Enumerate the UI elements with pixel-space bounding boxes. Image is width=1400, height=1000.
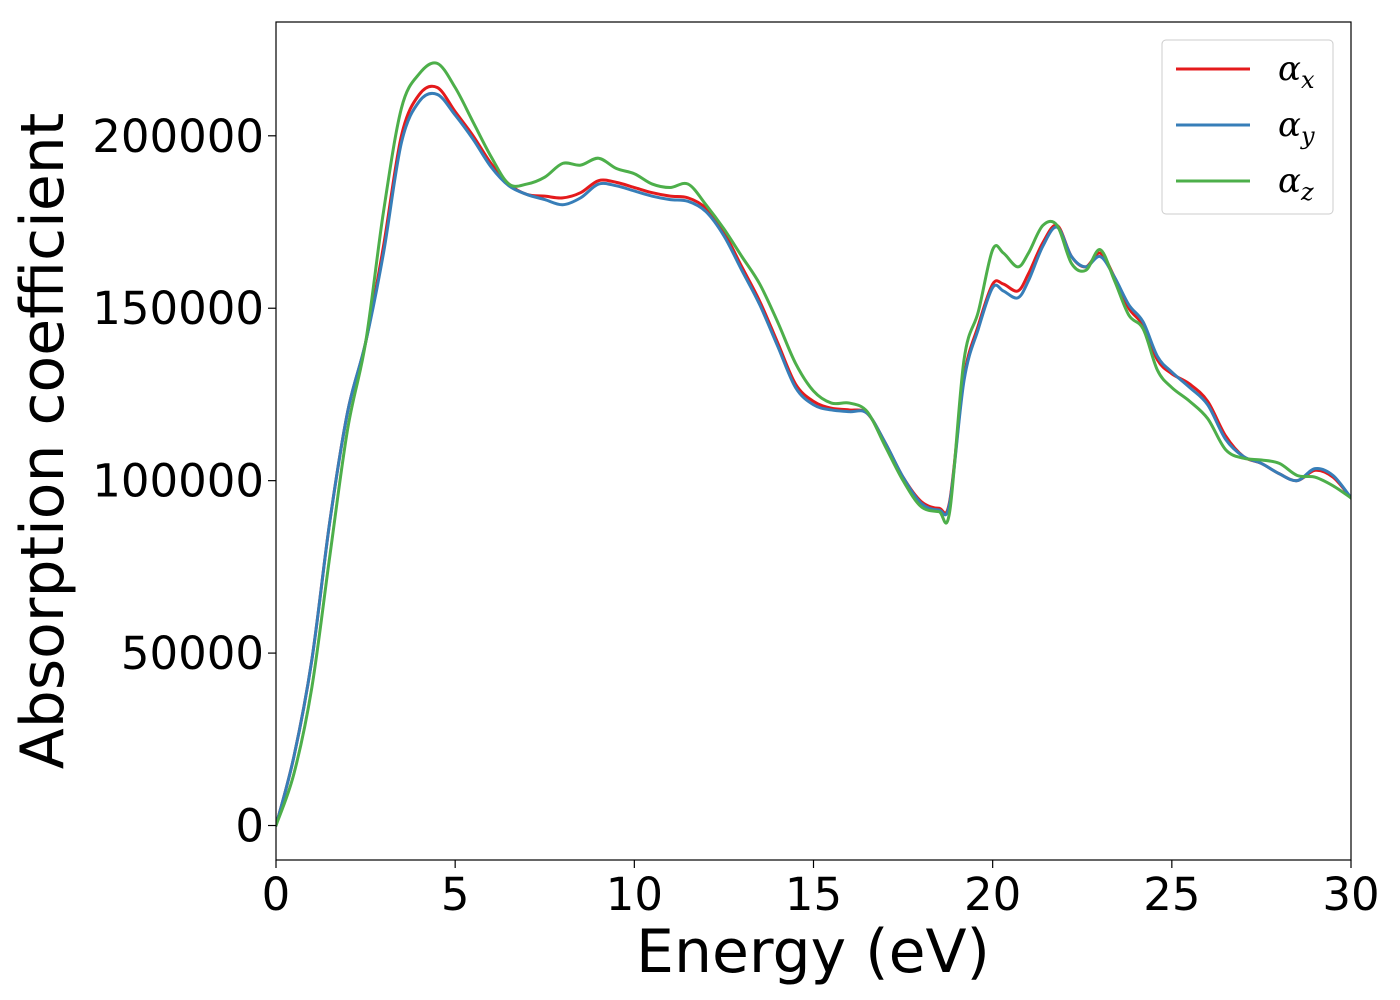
x-tick-label: 15: [785, 868, 842, 921]
legend: αx αy αz: [1161, 39, 1334, 215]
y-tick-label: 100000: [92, 455, 264, 508]
y-tick-label: 150000: [92, 282, 264, 335]
series-layer: [276, 61, 1351, 828]
x-tick-label: 5: [441, 868, 470, 921]
y-axis-title: Absorption coefficient: [8, 113, 78, 770]
x-axis: 0 5 10 15 20 25 30: [262, 860, 1380, 921]
legend-label-alpha-y: αy: [1278, 105, 1315, 150]
y-tick-label: 0: [235, 800, 264, 853]
y-tick-label: 200000: [92, 110, 264, 163]
x-tick-label: 30: [1322, 868, 1379, 921]
x-tick-label: 20: [964, 868, 1021, 921]
legend-label-alpha-x: αx: [1278, 49, 1315, 94]
series-line-alpha-x: [276, 84, 1351, 828]
legend-label-alpha-z: αz: [1278, 161, 1314, 206]
x-tick-label: 25: [1143, 868, 1200, 921]
series-line-alpha-y: [276, 91, 1351, 828]
x-tick-label: 0: [262, 868, 291, 921]
y-axis: 0 50000 100000 150000 200000: [92, 110, 276, 853]
series-line-alpha-z: [276, 61, 1351, 828]
x-tick-label: 10: [606, 868, 663, 921]
x-axis-title: Energy (eV): [636, 917, 990, 987]
legend-box: [1161, 39, 1334, 215]
y-tick-label: 50000: [121, 627, 264, 680]
